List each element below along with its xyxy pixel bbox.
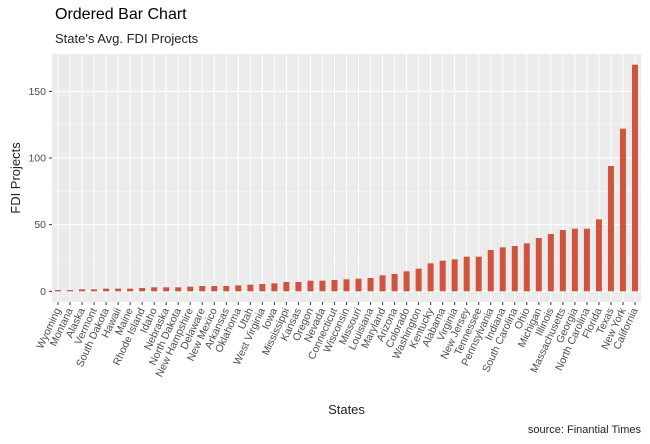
bar-arizona — [391, 274, 398, 292]
bar-florida — [595, 219, 602, 292]
bar-north-dakota — [175, 287, 182, 292]
bar-arkansas — [223, 286, 230, 292]
bar-delaware — [199, 286, 206, 292]
bar-oklahoma — [235, 285, 242, 292]
bar-washington — [415, 268, 422, 292]
y-tick-label: 100 — [28, 153, 46, 165]
bar-georgia — [571, 228, 578, 292]
bar-missouri — [355, 278, 362, 292]
bar-nevada — [319, 280, 326, 292]
bar-north-carolina — [583, 228, 590, 292]
bar-kansas — [295, 282, 302, 292]
bar-vermont — [91, 289, 98, 292]
y-tick-label: 50 — [34, 219, 46, 231]
bar-new-jersey — [463, 256, 470, 292]
bar-colorado — [403, 271, 410, 292]
bar-massachusetts — [559, 230, 566, 292]
bar-wisconsin — [343, 279, 350, 292]
bar-pennsylvania — [487, 250, 494, 292]
bar-california — [631, 64, 638, 292]
bar-south-dakota — [103, 288, 110, 292]
y-axis-title: FDI Projects — [8, 142, 23, 214]
bar-west-virginia — [259, 284, 266, 292]
bar-south-carolina — [511, 246, 518, 292]
bar-new-hampshire — [187, 286, 194, 292]
bar-texas — [607, 166, 614, 292]
bar-idaho — [151, 287, 158, 292]
bar-rhode-island — [139, 288, 146, 292]
bar-alaska — [79, 289, 86, 292]
bar-wyoming — [55, 290, 62, 292]
bar-michigan — [535, 238, 542, 292]
bar-ohio — [523, 243, 530, 292]
bar-kentucky — [427, 263, 434, 292]
bar-iowa — [271, 283, 278, 292]
bar-new-york — [619, 128, 626, 292]
chart-caption: source: Finantial Times — [527, 424, 641, 436]
bar-connecticut — [331, 280, 338, 292]
bar-maine — [127, 288, 134, 292]
chart-subtitle: State's Avg. FDI Projects — [55, 31, 199, 46]
y-tick-label: 0 — [40, 286, 46, 298]
bar-nebraska — [163, 287, 170, 292]
bar-alabama — [439, 260, 446, 292]
bar-montana — [67, 290, 74, 292]
bar-tennessee — [475, 256, 482, 292]
x-axis-title: States — [328, 402, 365, 417]
bar-utah — [247, 284, 254, 292]
bar-indiana — [499, 247, 506, 292]
bar-oregon — [307, 280, 314, 292]
bar-hawaii — [115, 288, 122, 292]
bar-louisiana — [367, 278, 374, 292]
bar-maryland — [379, 275, 386, 292]
bars — [55, 64, 638, 292]
chart-title: Ordered Bar Chart — [55, 6, 187, 23]
bar-mississippi — [283, 282, 290, 292]
bar-new-mexico — [211, 286, 218, 292]
bar-virginia — [451, 259, 458, 292]
y-axis: 0 50 100 150 — [28, 86, 52, 298]
bar-illinois — [547, 234, 554, 292]
y-tick-label: 150 — [28, 86, 46, 98]
